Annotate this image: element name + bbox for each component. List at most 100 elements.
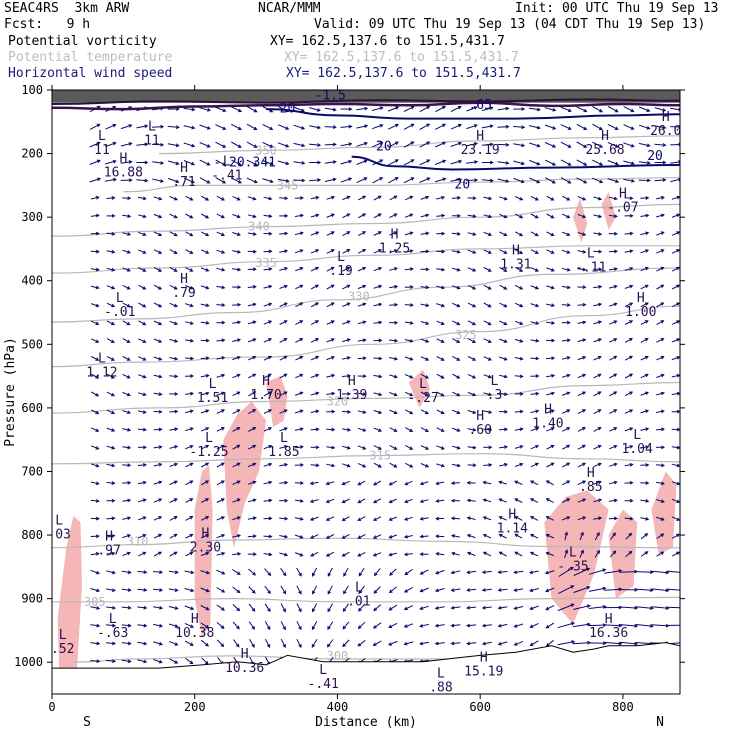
wind-arrowhead: [237, 180, 242, 184]
wind-arrowhead: [612, 550, 617, 555]
wind-vector: [592, 123, 603, 130]
wind-arrowhead: [582, 302, 587, 307]
wind-vector: [482, 588, 492, 591]
wind-vector: [467, 446, 476, 449]
wind-vector: [577, 516, 586, 521]
wind-arrowhead: [332, 125, 337, 129]
wind-arrowhead: [583, 162, 588, 166]
hl-value: 15.19: [464, 664, 503, 679]
wind-vector: [153, 231, 162, 236]
wind-vector: [389, 285, 398, 289]
wind-arrowhead: [566, 197, 571, 201]
wind-arrowhead: [190, 391, 195, 396]
wind-arrowhead: [582, 391, 587, 395]
wind-arrowhead: [450, 516, 455, 521]
wind-arrowhead: [95, 534, 100, 539]
wind-vector: [624, 302, 633, 307]
wind-vector: [200, 639, 209, 647]
wind-vector: [294, 517, 303, 520]
wind-vector: [199, 107, 211, 111]
wind-vector: [671, 284, 680, 290]
wind-arrowhead: [503, 250, 508, 254]
wind-vector: [295, 338, 303, 343]
wind-vector: [530, 551, 539, 557]
wind-vector: [122, 232, 131, 236]
wind-vector: [450, 160, 462, 165]
wind-vector: [310, 338, 319, 343]
wind-arrowhead: [251, 625, 255, 630]
wind-vector: [654, 143, 666, 146]
wind-vector: [326, 266, 335, 272]
wind-arrowhead: [358, 607, 362, 612]
wind-vector: [482, 606, 492, 609]
hl-kind-L: L: [569, 545, 577, 560]
hl-value: 1.12: [86, 366, 117, 381]
wind-vector: [91, 391, 99, 397]
wind-vector: [667, 570, 680, 573]
wind-arrowhead: [497, 641, 502, 646]
wind-arrowhead: [175, 143, 180, 148]
wind-vector: [670, 161, 680, 164]
hl-kind-H: H: [619, 186, 627, 201]
wind-vector: [530, 605, 539, 610]
hl-kind-H: H: [662, 110, 670, 125]
wind-vector: [467, 428, 476, 431]
hl-kind-H: H: [348, 374, 356, 389]
wind-arrowhead: [252, 285, 257, 289]
wind-vector: [279, 427, 288, 432]
wind-vector: [561, 392, 570, 396]
wind-arrowhead: [425, 321, 430, 325]
wind-vector: [263, 409, 272, 414]
wind-arrowhead: [425, 393, 429, 397]
wind-arrowhead: [435, 499, 440, 503]
wind-vector: [420, 338, 429, 343]
wind-arrowhead: [544, 570, 549, 575]
wind-vector: [279, 552, 288, 556]
wind-vector: [200, 267, 209, 272]
wind-vector: [576, 177, 587, 184]
wind-arrowhead: [346, 427, 352, 432]
wind-arrowhead: [221, 571, 226, 575]
wind-arrowhead: [645, 445, 650, 449]
wind-vector: [138, 284, 146, 290]
wind-vector: [451, 517, 460, 520]
wind-vector: [419, 623, 430, 627]
wind-vector: [167, 125, 179, 128]
wind-arrowhead: [660, 409, 665, 414]
wind-arrowhead: [174, 660, 179, 664]
wind-arrowhead: [342, 625, 347, 630]
wind-arrowhead: [95, 213, 100, 218]
wind-vector: [280, 638, 286, 648]
wind-arrowhead: [393, 392, 398, 397]
wind-vector: [577, 232, 586, 236]
wind-arrowhead: [676, 533, 680, 538]
wind-arrowhead: [358, 590, 362, 595]
wind-vector: [609, 320, 617, 325]
wind-arrowhead: [629, 463, 634, 467]
wind-arrowhead: [534, 215, 539, 219]
wind-vector: [607, 141, 619, 148]
wind-arrowhead: [388, 499, 393, 504]
wind-arrowhead: [441, 195, 446, 200]
wind-vector: [546, 409, 555, 414]
wind-arrowhead: [142, 463, 147, 467]
wind-vector: [137, 588, 147, 591]
wind-vector: [89, 178, 101, 183]
wind-arrowhead: [111, 551, 116, 556]
wind-arrowhead: [96, 141, 101, 146]
wind-arrowhead: [362, 338, 367, 343]
wind-vector: [389, 480, 397, 486]
wind-vector: [138, 356, 146, 361]
wind-vector: [232, 516, 241, 521]
wind-vector: [293, 179, 305, 181]
wind-arrowhead: [676, 517, 680, 521]
wind-vector: [530, 410, 539, 414]
wind-vector: [403, 141, 414, 148]
wind-arrowhead: [440, 357, 445, 361]
wind-vector: [483, 428, 492, 431]
wind-arrowhead: [481, 623, 486, 628]
wind-arrowhead: [348, 107, 353, 111]
wind-arrowhead: [661, 427, 666, 432]
wind-arrowhead: [513, 588, 518, 592]
wind-arrowhead: [535, 303, 540, 308]
